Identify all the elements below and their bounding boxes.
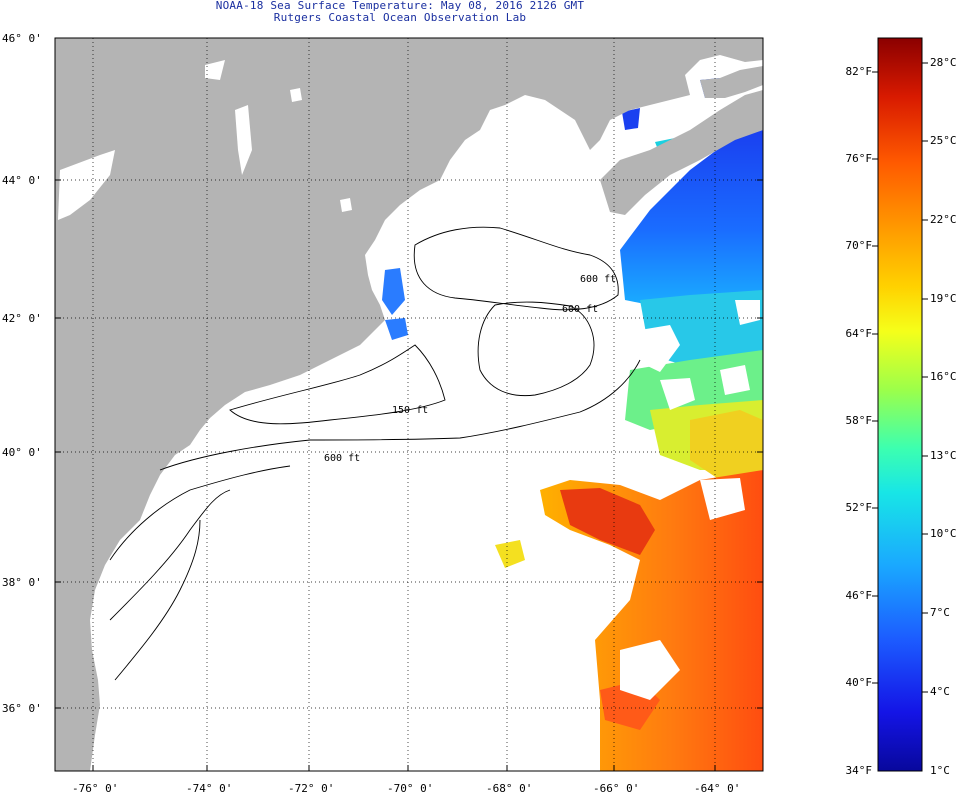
colorbar-f-label: 58°F <box>845 414 873 427</box>
lon-label: -76° 0' <box>72 782 119 795</box>
lon-label: -64° 0' <box>694 782 741 795</box>
colorbar <box>877 37 923 772</box>
lon-label: -66° 0' <box>593 782 640 795</box>
land-layer <box>55 38 763 771</box>
lat-label: 36° 0' <box>2 702 42 715</box>
lon-label: -70° 0' <box>387 782 434 795</box>
map-title: NOAA-18 Sea Surface Temperature: May 08,… <box>215 0 585 12</box>
colorbar-c-label: 22°C <box>930 213 957 226</box>
lon-label: -68° 0' <box>486 782 533 795</box>
colorbar-c-label: 7°C <box>930 606 950 619</box>
colorbar-f-label: 40°F <box>845 676 873 689</box>
colorbar-c-label: 19°C <box>930 292 957 305</box>
lat-label: 46° 0' <box>2 32 42 45</box>
colorbar-f-label: 64°F <box>845 327 873 340</box>
lat-label: 38° 0' <box>2 576 42 589</box>
lat-label: 44° 0' <box>2 174 42 187</box>
colorbar-f-label: 46°F <box>845 589 873 602</box>
contour-label: 600 ft <box>324 453 360 464</box>
axis-ticks <box>55 179 763 771</box>
colorbar-c-label: 16°C <box>930 370 957 383</box>
contour-label: 600 ft <box>580 274 616 285</box>
sst-data-layer <box>382 78 763 771</box>
colorbar-c-label: 28°C <box>930 56 957 69</box>
map-subtitle: Rutgers Coastal Ocean Observation Lab <box>273 11 527 24</box>
lat-label: 40° 0' <box>2 446 42 459</box>
bathymetry-contours <box>109 226 641 681</box>
colorbar-c-label: 4°C <box>930 685 950 698</box>
contour-label: 600 ft <box>562 304 598 315</box>
lakes-layer <box>58 60 352 220</box>
colorbar-f-label: 76°F <box>845 152 873 165</box>
contour-label: 150 ft <box>392 405 428 416</box>
colorbar-c-label: 1°C <box>930 764 950 777</box>
colorbar-f-label: 52°F <box>845 501 873 514</box>
colorbar-f-label: 34°F <box>845 764 873 777</box>
lon-label: -74° 0' <box>186 782 233 795</box>
colorbar-f-label: 82°F <box>845 65 873 78</box>
lon-label: -72° 0' <box>288 782 335 795</box>
lat-label: 42° 0' <box>2 312 42 325</box>
colorbar-f-label: 70°F <box>845 239 873 252</box>
colorbar-ticks <box>872 62 928 693</box>
colorbar-c-label: 10°C <box>930 527 957 540</box>
colorbar-c-label: 25°C <box>930 134 957 147</box>
colorbar-c-label: 13°C <box>930 449 957 462</box>
map-frame <box>54 37 764 772</box>
